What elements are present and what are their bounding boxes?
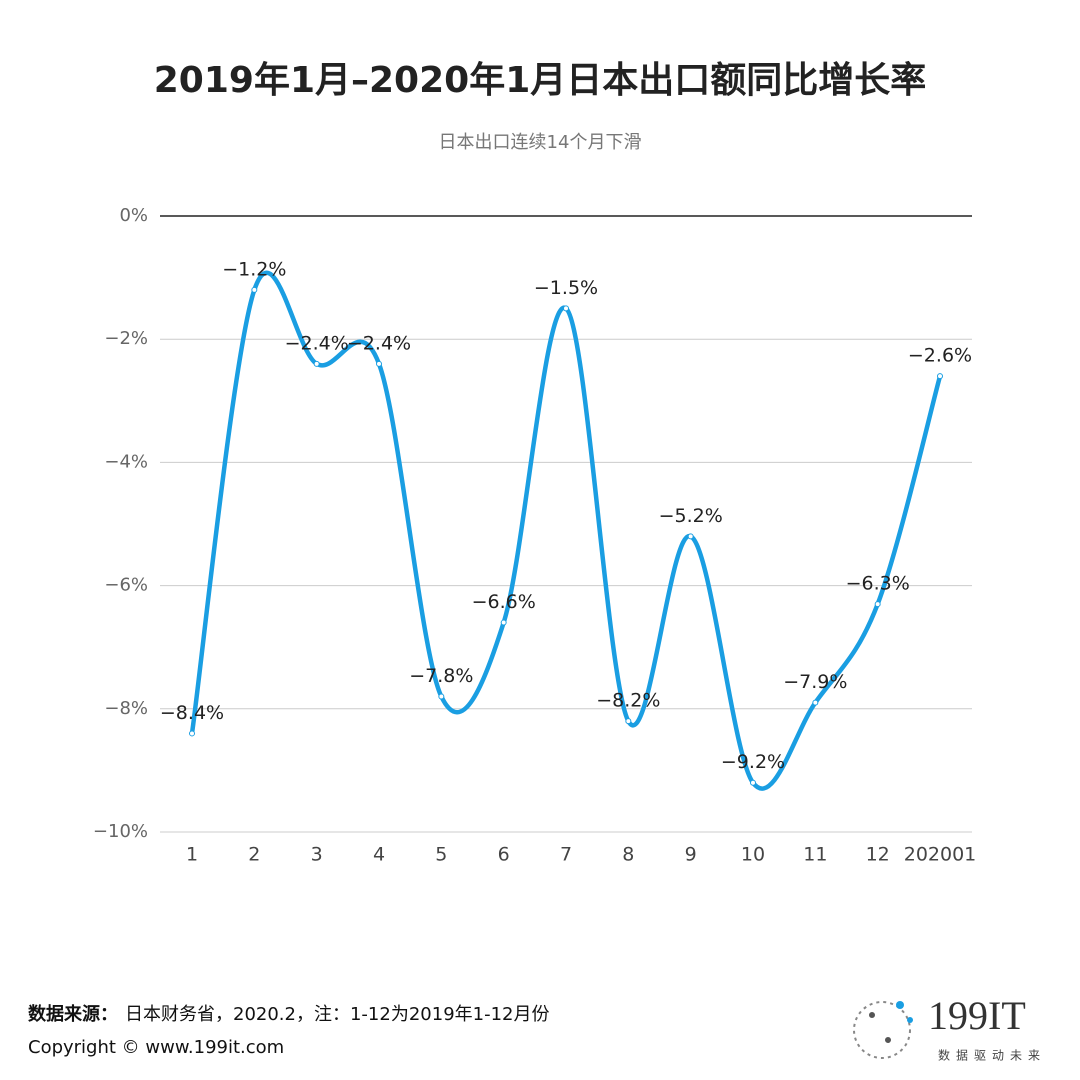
y-tick-label: −2% bbox=[104, 328, 148, 349]
point bbox=[937, 373, 943, 380]
data-label: −8.4% bbox=[160, 702, 224, 724]
source-label: 数据来源： bbox=[28, 1003, 118, 1025]
data-label: −6.6% bbox=[472, 591, 536, 613]
data-label: −2.6% bbox=[908, 345, 972, 367]
logo-icon bbox=[853, 1001, 913, 1059]
point bbox=[874, 601, 881, 608]
data-label: −7.9% bbox=[783, 671, 847, 693]
y-tick-label: −6% bbox=[104, 575, 148, 596]
copyright: Copyright © www.199it.com bbox=[28, 1037, 284, 1058]
point bbox=[438, 693, 445, 700]
y-tick-label: 0% bbox=[119, 205, 148, 226]
x-tick-label: 10 bbox=[741, 844, 765, 866]
point bbox=[189, 730, 195, 737]
logo: 199IT bbox=[928, 993, 1026, 1038]
data-label: −8.2% bbox=[596, 690, 660, 712]
x-tick-label: 3 bbox=[311, 844, 323, 866]
line bbox=[189, 270, 943, 791]
slogan: 数据驱动未来 bbox=[938, 1048, 1046, 1063]
data-label: −9.2% bbox=[721, 751, 785, 773]
x-tick-label: 9 bbox=[685, 844, 697, 866]
x-tick-label: 1 bbox=[186, 844, 198, 866]
point bbox=[625, 718, 632, 725]
x-tick-label: 4 bbox=[373, 844, 385, 866]
chart-title: 2019年1月–2020年1月日本出口额同比增长率 bbox=[154, 60, 927, 101]
y-tick-label: −4% bbox=[104, 451, 148, 472]
source: 日本财务省，2020.2，注：1-12为2019年1-12月份 bbox=[125, 1004, 550, 1025]
chart-subtitle: 日本出口连续14个月下滑 bbox=[439, 132, 642, 153]
data-label: −6.3% bbox=[846, 573, 910, 595]
x-tick-label: 12 bbox=[866, 844, 890, 866]
x-tick-label: 7 bbox=[560, 844, 572, 866]
x-tick-label: 11 bbox=[803, 844, 827, 866]
point bbox=[687, 533, 694, 540]
x-tick-label: 8 bbox=[622, 844, 634, 866]
x-tick-label: 5 bbox=[435, 844, 447, 866]
data-label: −1.2% bbox=[222, 258, 286, 280]
data-label: −7.8% bbox=[409, 665, 473, 687]
y-tick-label: −8% bbox=[104, 698, 148, 719]
data-label: −2.4% bbox=[347, 332, 411, 354]
data-label: −2.4% bbox=[285, 332, 349, 354]
point bbox=[313, 360, 320, 367]
data-label: −5.2% bbox=[659, 505, 723, 527]
x-tick-label: 2 bbox=[248, 844, 260, 866]
point bbox=[376, 360, 382, 367]
point bbox=[750, 779, 756, 786]
y-tick-label: −10% bbox=[93, 821, 148, 842]
x-tick-label: 6 bbox=[498, 844, 510, 866]
data-label: −1.5% bbox=[534, 277, 598, 299]
point bbox=[500, 619, 507, 626]
point bbox=[812, 699, 819, 706]
point bbox=[563, 305, 569, 312]
x-tick-label: 202001 bbox=[904, 844, 977, 866]
point bbox=[251, 286, 258, 293]
